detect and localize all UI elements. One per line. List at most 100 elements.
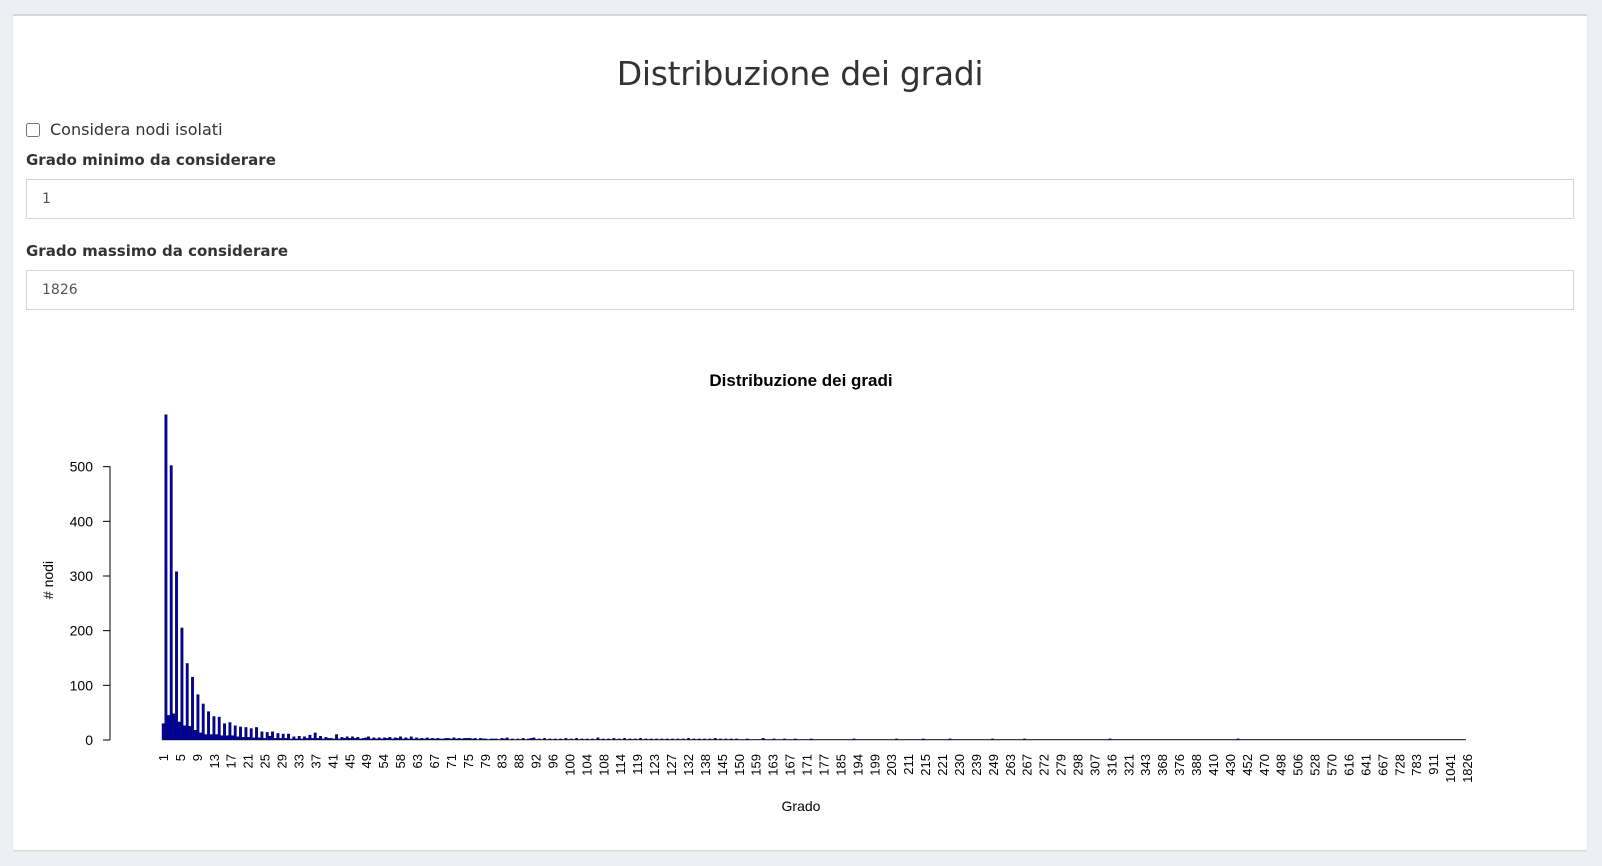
- isolated-nodes-checkbox[interactable]: [26, 122, 40, 137]
- bar: [1380, 739, 1384, 741]
- bar: [953, 739, 957, 741]
- bar: [1369, 739, 1373, 741]
- bar: [588, 739, 592, 741]
- bar: [260, 731, 264, 741]
- bar: [471, 738, 474, 741]
- bar: [889, 739, 893, 741]
- bar: [681, 738, 685, 741]
- min-degree-input[interactable]: [26, 179, 1574, 219]
- y-tick-label: 400: [70, 513, 94, 529]
- bar: [828, 739, 832, 741]
- bar: [1433, 739, 1437, 741]
- bar: [988, 739, 992, 741]
- bar: [1404, 739, 1408, 741]
- x-tick-label: 279: [1054, 754, 1069, 776]
- bar: [252, 737, 256, 741]
- bar: [532, 737, 536, 741]
- bar: [1023, 738, 1026, 741]
- bar: [695, 739, 698, 741]
- bar: [884, 739, 888, 741]
- bar: [527, 738, 530, 741]
- bar: [407, 738, 410, 741]
- x-tick-label: 185: [833, 754, 848, 776]
- bar: [1324, 739, 1328, 741]
- bar: [212, 716, 216, 741]
- bar: [692, 738, 696, 741]
- bar: [655, 738, 658, 741]
- bar: [639, 738, 642, 741]
- bar: [599, 739, 602, 741]
- bar: [1175, 739, 1178, 741]
- bar: [225, 735, 229, 741]
- bar: [396, 738, 400, 741]
- bar: [239, 726, 242, 741]
- bar: [895, 738, 898, 741]
- bar: [969, 739, 973, 741]
- x-tick-label: 49: [359, 754, 374, 768]
- x-tick-label: 272: [1037, 754, 1052, 776]
- page-title: Distribuzione dei gradi: [616, 54, 984, 93]
- bar: [545, 739, 549, 741]
- bar: [513, 739, 517, 741]
- bar: [657, 739, 661, 741]
- bar: [351, 736, 354, 741]
- bar: [1100, 739, 1104, 741]
- bar: [1143, 739, 1146, 741]
- min-degree-label: Grado minimo da considerare: [26, 151, 276, 169]
- bar: [1097, 739, 1101, 741]
- bar: [737, 739, 741, 741]
- bar: [1119, 739, 1122, 741]
- bar: [1052, 739, 1056, 741]
- x-tick-label: 71: [444, 754, 459, 768]
- bar: [1449, 739, 1453, 741]
- x-tick-label: 123: [647, 754, 662, 776]
- bar: [1359, 739, 1362, 741]
- bar: [1335, 739, 1338, 741]
- bar: [644, 738, 648, 741]
- bar: [1193, 739, 1197, 741]
- bar: [633, 738, 637, 741]
- bar: [628, 738, 632, 741]
- bar: [849, 739, 853, 741]
- bar: [665, 738, 669, 741]
- bar: [236, 736, 240, 741]
- bar: [719, 738, 722, 741]
- bar: [311, 738, 314, 741]
- bar: [479, 738, 482, 741]
- bar: [948, 738, 952, 741]
- bar: [836, 739, 840, 741]
- x-tick-label: 506: [1291, 754, 1306, 776]
- bar: [687, 738, 690, 741]
- bar: [753, 739, 757, 741]
- x-tick-label: 177: [817, 754, 832, 776]
- x-tick-label: 616: [1342, 754, 1357, 776]
- bar: [649, 738, 653, 741]
- bar: [540, 739, 544, 741]
- bar: [1116, 739, 1120, 741]
- max-degree-input[interactable]: [26, 270, 1574, 310]
- x-tick-label: 211: [901, 754, 916, 775]
- bar: [1300, 739, 1304, 741]
- bar: [913, 739, 917, 741]
- x-tick-label: 298: [1071, 754, 1086, 776]
- x-tick-label: 13: [207, 754, 222, 768]
- bar: [231, 735, 234, 741]
- bar: [308, 734, 312, 741]
- bar: [1151, 739, 1154, 741]
- isolated-nodes-option[interactable]: Considera nodi isolati: [26, 120, 223, 139]
- bar: [255, 727, 258, 741]
- x-tick-label: 368: [1155, 754, 1170, 776]
- bar: [487, 739, 490, 741]
- x-tick-label: 641: [1358, 754, 1373, 776]
- bar: [961, 739, 965, 741]
- bar: [1425, 739, 1429, 741]
- bar: [673, 739, 677, 741]
- bar: [497, 739, 501, 741]
- bar: [903, 739, 906, 741]
- bar: [383, 737, 386, 741]
- bar: [1399, 739, 1402, 741]
- bar: [473, 738, 477, 741]
- x-tick-label: 127: [664, 754, 679, 776]
- x-tick-label: 45: [342, 754, 357, 768]
- bar: [721, 739, 725, 741]
